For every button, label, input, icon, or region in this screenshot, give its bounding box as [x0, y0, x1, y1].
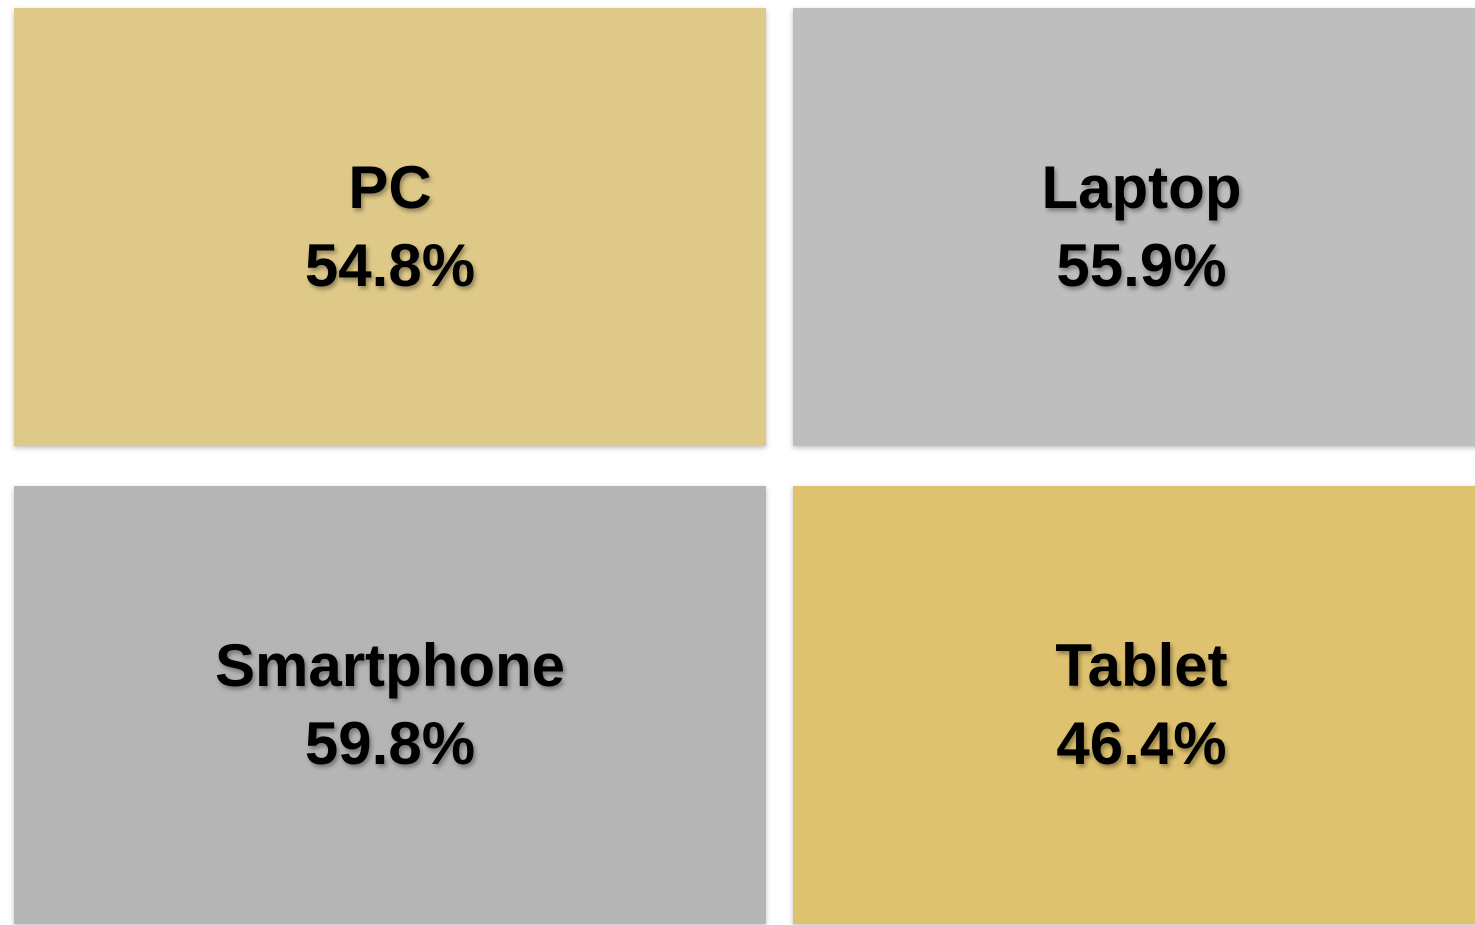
tile-label: Tablet: [1055, 632, 1228, 699]
tile-value: 59.8%: [304, 710, 476, 777]
tile-value: 54.8%: [304, 232, 476, 299]
tile: Tablet 46.4%: [793, 486, 1475, 924]
tile: Smartphone 59.8%: [14, 486, 766, 924]
tile-label: PC: [348, 154, 432, 221]
tile: Laptop 55.9%: [793, 8, 1475, 446]
tile-label: Laptop: [1041, 154, 1242, 221]
tile-value: 55.9%: [1056, 232, 1227, 299]
tile: PC 54.8%: [14, 8, 766, 446]
tile-label: Smartphone: [214, 632, 566, 699]
tile-value: 46.4%: [1056, 710, 1227, 777]
